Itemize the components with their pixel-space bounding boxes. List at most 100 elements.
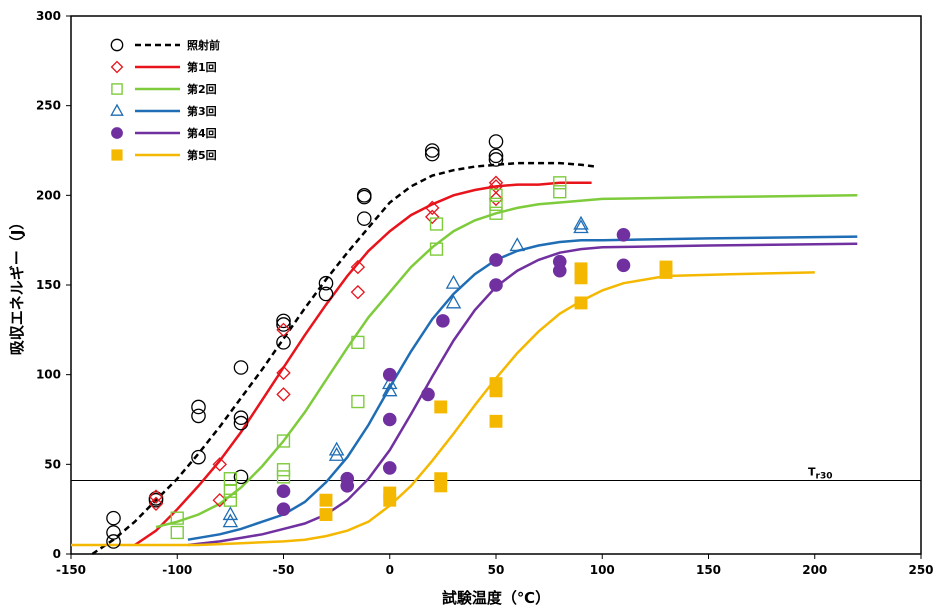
data-point-series-0 xyxy=(318,286,334,302)
data-point-series-3 xyxy=(573,219,589,234)
data-point-series-4 xyxy=(552,263,567,278)
data-point-series-2 xyxy=(170,511,184,525)
legend-label: 第3回 xyxy=(187,104,217,118)
y-tick-label: 150 xyxy=(36,278,61,292)
y-tick-label: 50 xyxy=(44,457,61,471)
data-point-series-0 xyxy=(424,143,440,158)
data-point-series-2 xyxy=(489,197,503,211)
x-tick-label: 200 xyxy=(802,563,827,577)
fit-curve-series-0 xyxy=(91,161,597,556)
data-point-series-1 xyxy=(425,209,440,225)
data-point-series-2 xyxy=(489,188,503,202)
tr30-label: Tr30 xyxy=(808,465,832,481)
x-tick-label: -100 xyxy=(162,563,192,577)
data-point-series-5 xyxy=(383,493,397,507)
data-point-series-0 xyxy=(488,148,504,164)
data-point-series-1 xyxy=(148,496,164,512)
y-tick-label: 200 xyxy=(36,188,61,202)
data-point-series-5 xyxy=(659,265,673,279)
data-point-series-2 xyxy=(276,434,291,448)
x-axis-label: 試験温度（℃） xyxy=(442,589,550,607)
legend-marker xyxy=(111,83,123,95)
data-point-series-0 xyxy=(424,146,440,162)
data-point-series-1 xyxy=(276,387,291,402)
data-point-series-4 xyxy=(382,461,397,475)
data-point-series-0 xyxy=(233,410,249,426)
data-point-series-5 xyxy=(319,493,333,507)
data-point-series-2 xyxy=(276,470,291,484)
fit-curve-series-1 xyxy=(134,181,592,547)
data-point-series-0 xyxy=(356,189,372,205)
fit-curve-series-3 xyxy=(187,235,858,541)
data-point-series-4 xyxy=(616,227,631,242)
x-tick-label: 150 xyxy=(696,563,721,577)
data-point-series-3 xyxy=(222,513,239,528)
data-point-series-2 xyxy=(489,206,503,220)
data-point-series-4 xyxy=(489,278,503,292)
y-tick-label: 250 xyxy=(36,99,61,113)
x-axis: -150 -100 -50 0 50 100 150 200 250 xyxy=(56,554,934,577)
x-tick-label: 100 xyxy=(590,563,615,577)
data-point-series-1 xyxy=(488,191,504,207)
data-point-series-2 xyxy=(223,484,238,498)
data-point-series-2 xyxy=(553,185,567,199)
y-axis: 0 50 100 150 200 250 300 xyxy=(36,9,71,561)
data-point-series-4 xyxy=(276,502,291,516)
data-point-series-0 xyxy=(488,134,504,149)
data-point-series-0 xyxy=(233,415,249,431)
data-point-series-5 xyxy=(489,384,503,398)
data-point-series-0 xyxy=(191,399,206,415)
tr30-reference: Tr30 xyxy=(71,465,921,481)
legend-label: 第1回 xyxy=(187,60,217,74)
data-point-series-1 xyxy=(148,489,164,504)
legend-marker xyxy=(110,38,124,52)
data-point-series-2 xyxy=(429,242,444,256)
data-point-series-5 xyxy=(434,400,448,414)
data-point-series-0 xyxy=(106,534,121,549)
data-point-series-4 xyxy=(616,258,631,273)
data-point-series-0 xyxy=(106,510,121,526)
data-point-series-3 xyxy=(222,506,239,521)
legend-marker xyxy=(110,103,124,116)
data-point-series-2 xyxy=(351,335,365,350)
data-point-series-0 xyxy=(233,469,249,485)
data-point-series-0 xyxy=(488,152,504,167)
y-axis-label: 吸収エネルギー（J） xyxy=(8,215,26,356)
legend-marker xyxy=(111,127,123,139)
data-point-series-2 xyxy=(170,525,184,540)
legend-label: 第2回 xyxy=(187,82,217,96)
data-point-series-3 xyxy=(573,215,589,230)
data-point-series-5 xyxy=(489,414,503,428)
data-point-series-2 xyxy=(553,176,567,190)
data-point-series-0 xyxy=(191,449,206,465)
data-point-series-1 xyxy=(350,284,366,300)
data-points xyxy=(106,134,673,549)
x-tick-label: -150 xyxy=(56,563,86,577)
data-point-series-3 xyxy=(509,237,526,252)
legend-label: 第4回 xyxy=(187,126,217,140)
legend-label: 照射前 xyxy=(187,38,220,52)
data-point-series-1 xyxy=(425,200,440,216)
data-point-series-4 xyxy=(382,367,397,382)
data-point-series-1 xyxy=(212,457,227,472)
x-tick-label: 0 xyxy=(386,563,394,577)
legend-label: 第5回 xyxy=(187,148,217,162)
data-point-series-5 xyxy=(574,271,588,285)
data-point-series-3 xyxy=(381,375,398,390)
data-point-series-0 xyxy=(276,317,291,332)
fit-curve-series-5 xyxy=(71,271,815,547)
data-point-series-5 xyxy=(319,508,333,521)
data-point-series-3 xyxy=(381,382,398,397)
x-tick-label: 50 xyxy=(488,563,505,577)
y-tick-label: 300 xyxy=(36,9,61,23)
legend-marker xyxy=(110,60,124,74)
data-point-series-5 xyxy=(574,296,588,310)
data-point-series-3 xyxy=(445,274,462,289)
data-point-series-4 xyxy=(436,314,450,328)
data-point-series-0 xyxy=(191,408,206,424)
data-point-series-3 xyxy=(445,294,462,309)
data-point-series-4 xyxy=(421,387,435,402)
data-point-series-5 xyxy=(434,479,448,493)
